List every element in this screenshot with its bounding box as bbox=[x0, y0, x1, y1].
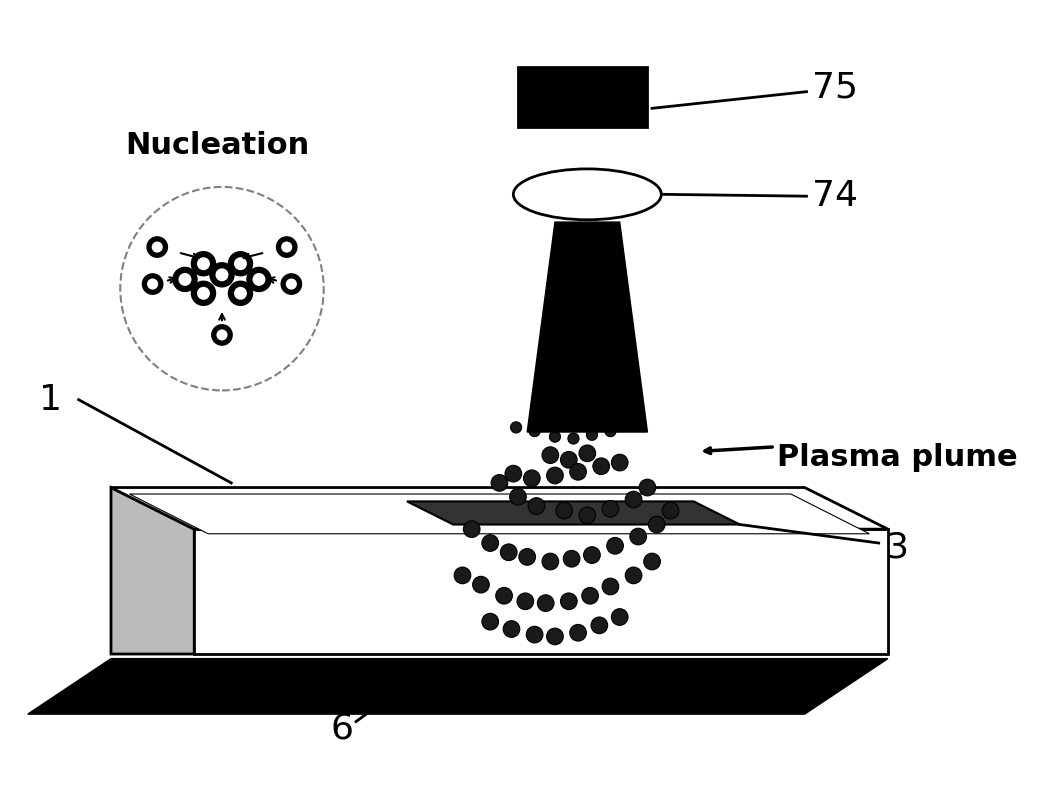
Circle shape bbox=[282, 274, 302, 294]
Circle shape bbox=[511, 422, 521, 433]
Circle shape bbox=[482, 535, 498, 551]
Circle shape bbox=[563, 551, 580, 567]
Polygon shape bbox=[528, 222, 647, 432]
Circle shape bbox=[192, 252, 216, 276]
Circle shape bbox=[567, 433, 579, 444]
Circle shape bbox=[625, 491, 642, 508]
Circle shape bbox=[663, 502, 678, 519]
Circle shape bbox=[648, 517, 665, 533]
Circle shape bbox=[500, 544, 517, 561]
Circle shape bbox=[611, 454, 628, 471]
Circle shape bbox=[505, 465, 521, 482]
Circle shape bbox=[276, 237, 297, 257]
Circle shape bbox=[582, 588, 599, 604]
Circle shape bbox=[547, 628, 563, 645]
Text: 1: 1 bbox=[40, 383, 63, 417]
Circle shape bbox=[282, 241, 292, 252]
Circle shape bbox=[178, 273, 192, 286]
Circle shape bbox=[605, 426, 616, 437]
Circle shape bbox=[542, 447, 559, 464]
Circle shape bbox=[211, 325, 232, 345]
Circle shape bbox=[228, 282, 252, 305]
Circle shape bbox=[454, 567, 471, 584]
Text: 75: 75 bbox=[812, 71, 859, 105]
Circle shape bbox=[570, 624, 586, 641]
Circle shape bbox=[192, 282, 216, 305]
Circle shape bbox=[464, 520, 480, 537]
Circle shape bbox=[472, 577, 489, 593]
Circle shape bbox=[560, 593, 577, 610]
Circle shape bbox=[586, 430, 598, 441]
Text: 3: 3 bbox=[886, 531, 909, 565]
Circle shape bbox=[583, 547, 600, 563]
Circle shape bbox=[528, 498, 544, 514]
Polygon shape bbox=[111, 487, 888, 529]
Text: 6: 6 bbox=[331, 711, 354, 745]
Circle shape bbox=[591, 617, 607, 634]
Circle shape bbox=[529, 426, 540, 437]
Text: Plasma plume: Plasma plume bbox=[777, 442, 1018, 471]
Circle shape bbox=[517, 593, 534, 610]
Circle shape bbox=[593, 458, 609, 475]
Circle shape bbox=[142, 274, 162, 294]
Circle shape bbox=[217, 329, 227, 340]
Circle shape bbox=[550, 431, 560, 442]
Circle shape bbox=[216, 268, 228, 282]
Circle shape bbox=[547, 467, 563, 484]
Circle shape bbox=[579, 507, 596, 524]
Circle shape bbox=[233, 257, 247, 271]
Circle shape bbox=[570, 464, 586, 480]
Circle shape bbox=[560, 452, 577, 468]
Circle shape bbox=[197, 257, 210, 271]
Circle shape bbox=[579, 445, 596, 462]
Circle shape bbox=[495, 588, 512, 604]
Ellipse shape bbox=[513, 169, 662, 220]
Circle shape bbox=[152, 241, 162, 252]
Circle shape bbox=[210, 263, 233, 287]
Circle shape bbox=[630, 528, 646, 545]
Circle shape bbox=[510, 489, 527, 505]
Polygon shape bbox=[195, 529, 888, 654]
Circle shape bbox=[556, 502, 573, 519]
Circle shape bbox=[247, 267, 271, 291]
Circle shape bbox=[625, 567, 642, 584]
Circle shape bbox=[197, 287, 210, 300]
Circle shape bbox=[602, 578, 619, 595]
Circle shape bbox=[491, 475, 508, 491]
Polygon shape bbox=[111, 487, 195, 654]
Circle shape bbox=[542, 553, 559, 570]
Circle shape bbox=[527, 626, 543, 643]
Circle shape bbox=[537, 595, 554, 611]
Circle shape bbox=[482, 613, 498, 630]
Circle shape bbox=[644, 553, 661, 570]
Circle shape bbox=[519, 549, 535, 566]
Circle shape bbox=[286, 278, 297, 290]
Circle shape bbox=[639, 479, 655, 496]
Text: Nucleation: Nucleation bbox=[126, 131, 310, 160]
Circle shape bbox=[252, 273, 266, 286]
Circle shape bbox=[233, 287, 247, 300]
Circle shape bbox=[173, 267, 197, 291]
Circle shape bbox=[602, 501, 619, 517]
Circle shape bbox=[611, 609, 628, 626]
Circle shape bbox=[524, 470, 540, 486]
Circle shape bbox=[607, 537, 623, 554]
Circle shape bbox=[228, 252, 252, 276]
Text: 74: 74 bbox=[812, 180, 859, 214]
Polygon shape bbox=[407, 501, 740, 524]
Polygon shape bbox=[28, 659, 888, 714]
Circle shape bbox=[147, 237, 168, 257]
Circle shape bbox=[147, 278, 158, 290]
Polygon shape bbox=[130, 494, 869, 534]
Bar bbox=[518, 66, 647, 127]
Circle shape bbox=[504, 621, 519, 638]
